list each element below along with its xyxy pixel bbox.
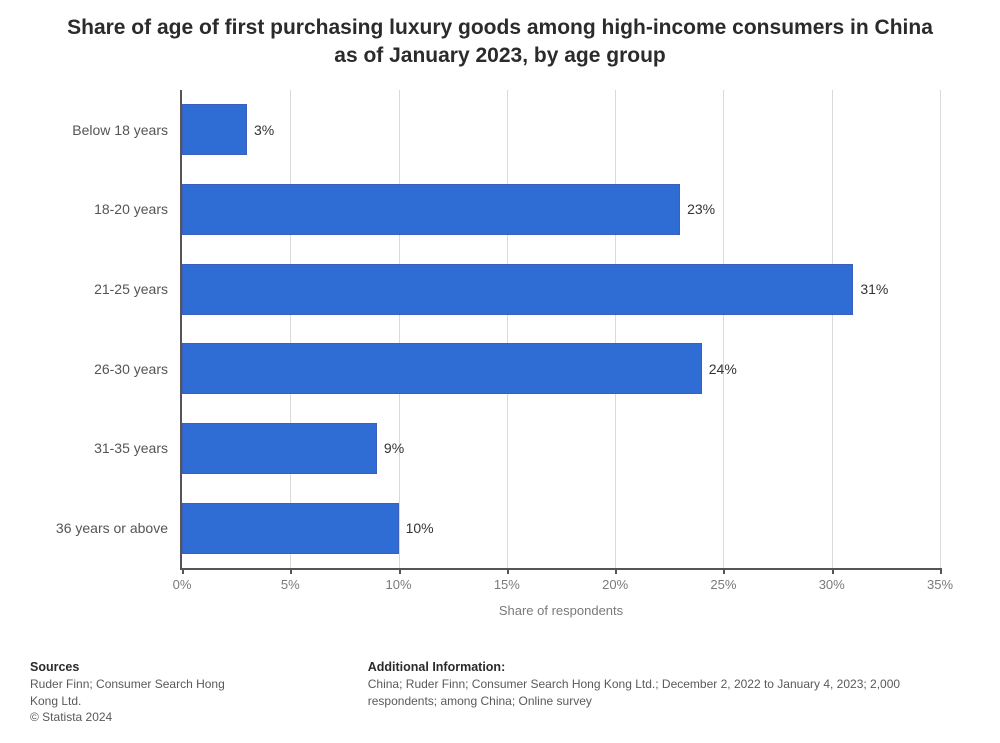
bar: 3% [182,104,247,155]
bar-row: 21-25 years31% [182,264,940,315]
x-tick-mark [615,568,617,574]
bar-row: 31-35 years9% [182,423,940,474]
grid-line [940,90,941,568]
bar-value-label: 10% [398,520,434,536]
grid-line [507,90,508,568]
bar: 23% [182,184,680,235]
sources-block: Sources Ruder Finn; Consumer Search Hong… [30,660,228,725]
x-tick-label: 0% [173,577,192,592]
chart-area: Share of respondents 0% 5% 10% 15% 20% 25% 30%… [30,80,970,640]
bar: 31% [182,264,853,315]
copyright-line: © Statista 2024 [30,709,228,725]
x-tick-mark [832,568,834,574]
grid-line [615,90,616,568]
bar: 10% [182,503,399,554]
bar-row: 18-20 years23% [182,184,940,235]
bar-value-label: 24% [701,361,737,377]
x-tick-label: 10% [386,577,412,592]
category-label: 31-35 years [94,440,182,456]
x-tick-label: 35% [927,577,953,592]
grid-line [832,90,833,568]
x-tick-label: 15% [494,577,520,592]
category-label: Below 18 years [72,122,182,138]
chart-title: Share of age of first purchasing luxury … [0,0,1000,71]
category-label: 36 years or above [56,520,182,536]
x-axis-title: Share of respondents [499,603,623,618]
category-label: 21-25 years [94,281,182,297]
plot-area: Share of respondents 0%5%10%15%20%25%30%… [180,90,940,570]
bar-value-label: 3% [246,122,274,138]
x-tick-mark [399,568,401,574]
additional-info-heading: Additional Information: [368,660,970,674]
x-tick-label: 20% [602,577,628,592]
category-label: 18-20 years [94,201,182,217]
additional-info-block: Additional Information: China; Ruder Fin… [368,660,970,725]
grid-line [290,90,291,568]
x-tick-label: 30% [819,577,845,592]
x-tick-mark [290,568,292,574]
sources-heading: Sources [30,660,228,674]
grid-line [723,90,724,568]
bar-row: Below 18 years3% [182,104,940,155]
x-tick-mark [507,568,509,574]
grid-line [399,90,400,568]
x-tick-label: 25% [710,577,736,592]
bar-value-label: 31% [852,281,888,297]
x-tick-mark [940,568,942,574]
bar-row: 26-30 years24% [182,343,940,394]
x-tick-mark [182,568,184,574]
x-tick-mark [723,568,725,574]
bar: 24% [182,343,702,394]
bar: 9% [182,423,377,474]
bar-value-label: 9% [376,440,404,456]
x-tick-label: 5% [281,577,300,592]
bar-row: 36 years or above10% [182,503,940,554]
footer: Sources Ruder Finn; Consumer Search Hong… [30,660,970,725]
additional-info-line: China; Ruder Finn; Consumer Search Hong … [368,676,970,708]
bar-value-label: 23% [679,201,715,217]
sources-line: Ruder Finn; Consumer Search Hong Kong Lt… [30,676,228,708]
category-label: 26-30 years [94,361,182,377]
